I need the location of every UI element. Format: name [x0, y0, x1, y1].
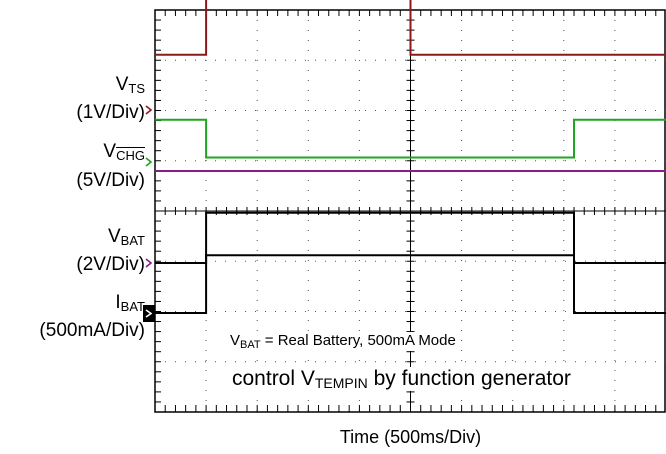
trace-vts — [155, 0, 666, 56]
vbat-label: VBAT — [107, 226, 145, 248]
trace-vchg — [155, 118, 666, 159]
trace-vbat — [155, 211, 666, 264]
traces — [155, 0, 666, 314]
ibat-label: IBAT — [115, 292, 145, 314]
annotation-mode: VBAT = Real Battery, 500mA Mode — [228, 332, 458, 351]
ibat-marker-arrow — [145, 309, 153, 318]
channel-markers — [143, 105, 155, 322]
vts-marker — [145, 105, 153, 115]
graticule — [154, 9, 666, 413]
ibat-marker — [143, 305, 155, 322]
annotation-control: control VTEMPIN by function generator — [230, 367, 573, 391]
ibat-scale-label: (500mA/Div) — [39, 320, 145, 341]
trace-ibat — [155, 254, 666, 314]
vchg-label: VCHG — [103, 141, 145, 163]
vbat-marker — [145, 258, 153, 268]
vts-label: VTS — [115, 74, 145, 96]
x-axis-label: Time (500ms/Div) — [339, 427, 482, 447]
vts-scale-label: (1V/Div) — [76, 102, 145, 123]
vchg-scale-label: (5V/Div) — [76, 170, 145, 191]
vbat-scale-label: (2V/Div) — [76, 254, 145, 275]
vchg-marker — [145, 157, 153, 167]
